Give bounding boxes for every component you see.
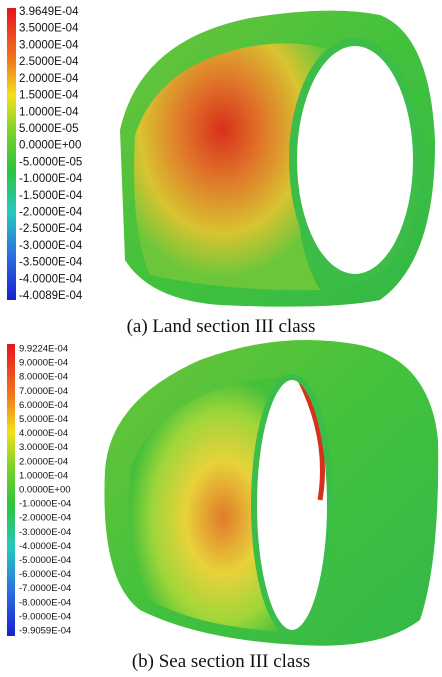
legend-label: -9.0000E-04 [19, 611, 71, 622]
legend-label: 3.9649E-04 [19, 6, 79, 18]
legend-label: -2.0000E-04 [19, 513, 71, 524]
legend-label: -3.0000E-04 [19, 240, 83, 252]
legend-label: 7.0000E-04 [19, 386, 68, 397]
legend-label: 2.0000E-04 [19, 456, 68, 467]
figure: (a) Land section III class (b) Sea secti… [0, 0, 442, 677]
legend-label: -5.0000E-05 [19, 156, 82, 168]
legend-label: -2.0000E-04 [19, 207, 83, 219]
legend-label: 6.0000E-04 [19, 400, 68, 411]
legend-label: 2.0000E-04 [19, 73, 79, 85]
legend-label: 1.0000E-04 [19, 106, 79, 118]
tunnel-a [120, 11, 435, 307]
legend-label: -9.9059E-04 [19, 626, 71, 637]
legend-label: -1.0000E-04 [19, 173, 83, 185]
legend-label: 4.0000E-04 [19, 428, 68, 439]
legend-label: -4.0000E-04 [19, 541, 71, 552]
caption: (a) Land section III class [127, 316, 316, 337]
legend-label: -2.5000E-04 [19, 223, 83, 235]
tunnel-b [104, 340, 438, 646]
legend-label: 5.0000E-05 [19, 123, 78, 135]
legend-label: 3.0000E-04 [19, 442, 68, 453]
legend-label: -4.0089E-04 [19, 290, 83, 302]
legend-label: -7.0000E-04 [19, 583, 71, 594]
legend-label: -6.0000E-04 [19, 569, 71, 580]
legend-label: -8.0000E-04 [19, 597, 71, 608]
legend-label: -4.0000E-04 [19, 273, 83, 285]
color-bar [7, 8, 16, 300]
legend-label: -5.0000E-04 [19, 555, 71, 566]
legend-label: 9.0000E-04 [19, 358, 68, 369]
color-bar [7, 344, 15, 636]
legend-label: 8.0000E-04 [19, 372, 68, 383]
legend-label: 1.5000E-04 [19, 90, 79, 102]
legend-label: -3.0000E-04 [19, 527, 71, 538]
legend-label: 0.0000E+00 [19, 140, 81, 152]
legend-label: 3.0000E-04 [19, 39, 79, 51]
legend-label: 2.5000E-04 [19, 56, 79, 68]
caption: (b) Sea section III class [132, 651, 310, 672]
legend-label: 5.0000E-04 [19, 414, 68, 425]
legend-label: -3.5000E-04 [19, 257, 83, 269]
legend-label: 9.9224E-04 [19, 344, 68, 355]
legend-label: -1.5000E-04 [19, 190, 83, 202]
legend-label: 1.0000E-04 [19, 470, 68, 481]
legend-label: 3.5000E-04 [19, 23, 79, 35]
legend-label: 0.0000E+00 [19, 485, 71, 496]
legend-label: -1.0000E-04 [19, 499, 71, 510]
